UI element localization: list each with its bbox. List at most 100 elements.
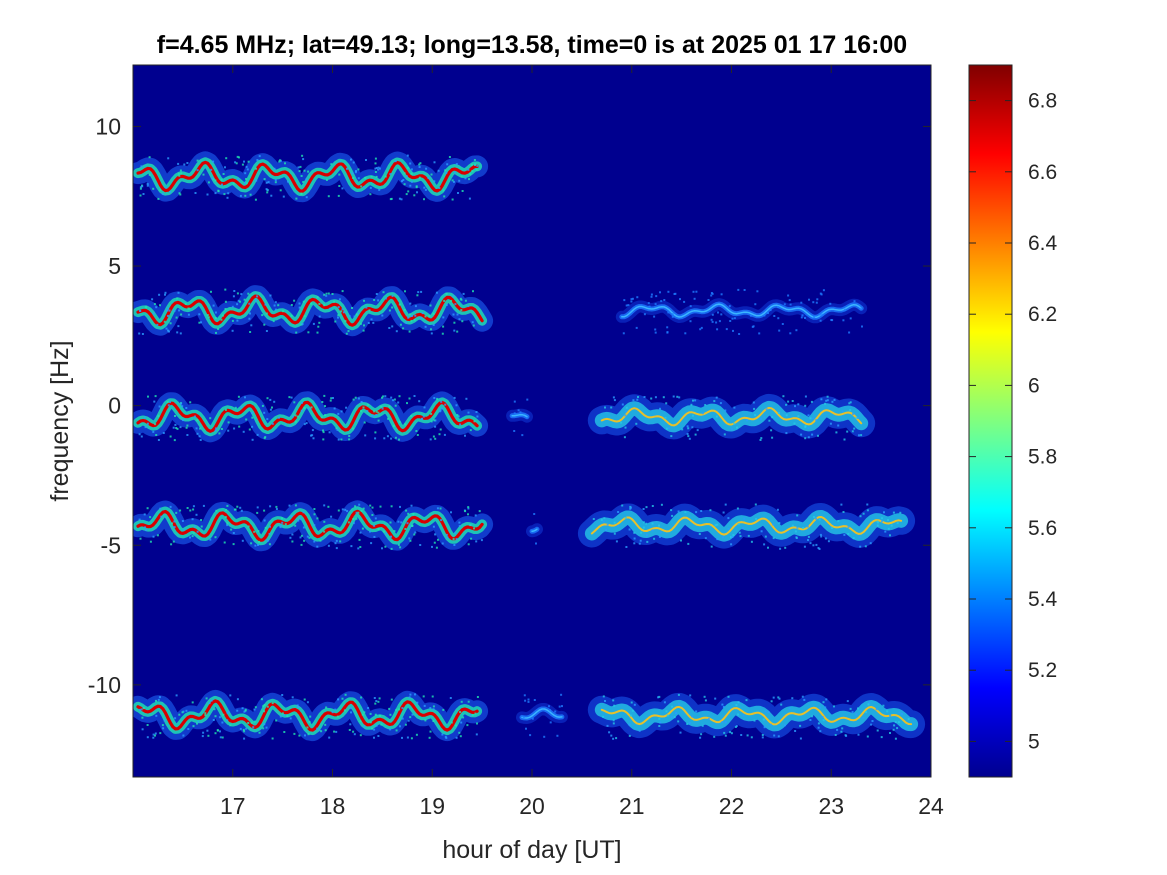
trace-speckle <box>319 539 322 542</box>
trace-speckle <box>214 732 217 735</box>
trace-speckle <box>671 514 674 517</box>
trace-speckle <box>291 415 294 418</box>
trace-speckle <box>345 406 348 409</box>
trace-speckle <box>809 719 812 721</box>
y-tick-label: 0 <box>108 393 121 419</box>
trace-speckle <box>220 318 223 321</box>
trace-speckle <box>303 423 306 426</box>
trace-speckle <box>750 540 753 543</box>
trace-speckle <box>157 197 160 200</box>
trace-speckle <box>298 734 301 737</box>
trace-speckle <box>859 307 862 310</box>
trace-speckle <box>401 707 404 710</box>
trace-speckle <box>407 190 410 193</box>
trace-speckle <box>355 517 358 520</box>
trace-speckle <box>457 192 459 194</box>
trace-speckle <box>716 523 719 526</box>
trace-speckle <box>186 507 189 509</box>
trace-speckle <box>796 526 799 529</box>
trace-speckle <box>831 319 834 322</box>
trace-speckle <box>683 300 686 303</box>
trace-speckle <box>827 540 830 543</box>
trace-speckle <box>180 313 183 316</box>
x-tick-label: 24 <box>918 793 944 819</box>
trace-speckle <box>625 546 628 548</box>
trace-speckle <box>647 302 650 305</box>
trace-speckle <box>195 427 198 430</box>
trace-speckle <box>442 189 445 192</box>
y-tick-label: -10 <box>88 672 121 698</box>
trace-speckle <box>317 325 320 328</box>
trace-speckle <box>397 311 400 314</box>
trace-speckle <box>799 737 802 740</box>
trace-speckle <box>737 523 740 526</box>
trace-speckle <box>279 715 282 718</box>
trace-speckle <box>391 295 394 297</box>
trace-speckle <box>777 317 780 320</box>
trace-speckle <box>862 716 865 719</box>
trace-speckle <box>428 736 431 739</box>
trace-speckle <box>517 409 520 412</box>
trace-speckle <box>255 299 257 302</box>
trace-speckle <box>454 303 457 306</box>
trace-speckle <box>642 526 645 529</box>
trace-speckle <box>169 190 172 193</box>
trace-speckle <box>221 721 224 724</box>
trace-speckle <box>455 163 458 166</box>
trace-speckle <box>283 731 286 733</box>
trace-speckle <box>341 697 344 700</box>
trace-speckle <box>809 542 812 545</box>
trace-speckle <box>894 737 897 740</box>
trace-speckle <box>811 433 814 436</box>
trace-speckle <box>297 519 300 522</box>
trace-speckle <box>300 192 303 195</box>
trace-speckle <box>350 545 353 548</box>
trace-speckle <box>896 727 899 730</box>
trace-speckle <box>820 398 823 401</box>
trace-speckle <box>189 401 192 404</box>
trace-speckle <box>807 436 810 439</box>
trace-speckle <box>404 290 406 293</box>
trace-speckle <box>391 306 394 309</box>
trace-speckle <box>719 402 722 405</box>
trace-speckle <box>241 163 244 166</box>
trace-speckle <box>374 713 377 716</box>
trace-speckle <box>704 404 707 406</box>
trace-speckle <box>357 547 360 550</box>
trace-speckle <box>418 176 421 179</box>
trace-speckle <box>219 730 221 733</box>
trace-speckle <box>430 328 432 331</box>
trace-speckle <box>374 431 377 434</box>
chart-title: f=4.65 MHz; lat=49.13; long=13.58, time=… <box>157 31 907 59</box>
trace-speckle <box>812 544 815 547</box>
trace-speckle <box>864 545 867 548</box>
trace-speckle <box>185 426 188 429</box>
trace-speckle <box>730 428 733 431</box>
trace-speckle <box>349 723 352 726</box>
trace-speckle <box>411 314 413 317</box>
trace-speckle <box>847 526 850 529</box>
trace-speckle <box>441 332 444 335</box>
trace-speckle <box>179 332 182 335</box>
trace-speckle <box>207 316 210 319</box>
trace-speckle <box>251 416 254 419</box>
trace-speckle <box>373 299 376 301</box>
trace-core <box>136 400 479 433</box>
trace-speckle <box>699 736 702 739</box>
trace-speckle <box>605 529 608 531</box>
trace-speckle <box>369 530 371 533</box>
trace-speckle <box>751 325 754 328</box>
trace-speckle <box>226 719 229 722</box>
trace-speckle <box>455 736 458 739</box>
trace-speckle <box>201 735 204 738</box>
trace-speckle <box>172 426 175 429</box>
trace-speckle <box>409 184 412 187</box>
trace-speckle <box>787 531 790 534</box>
trace-speckle <box>156 534 159 537</box>
trace-speckle <box>363 186 366 188</box>
trace-speckle <box>202 173 205 176</box>
trace-speckle <box>421 417 423 420</box>
trace-speckle <box>356 419 359 422</box>
trace-speckle <box>348 438 351 441</box>
trace-speckle <box>433 541 436 544</box>
